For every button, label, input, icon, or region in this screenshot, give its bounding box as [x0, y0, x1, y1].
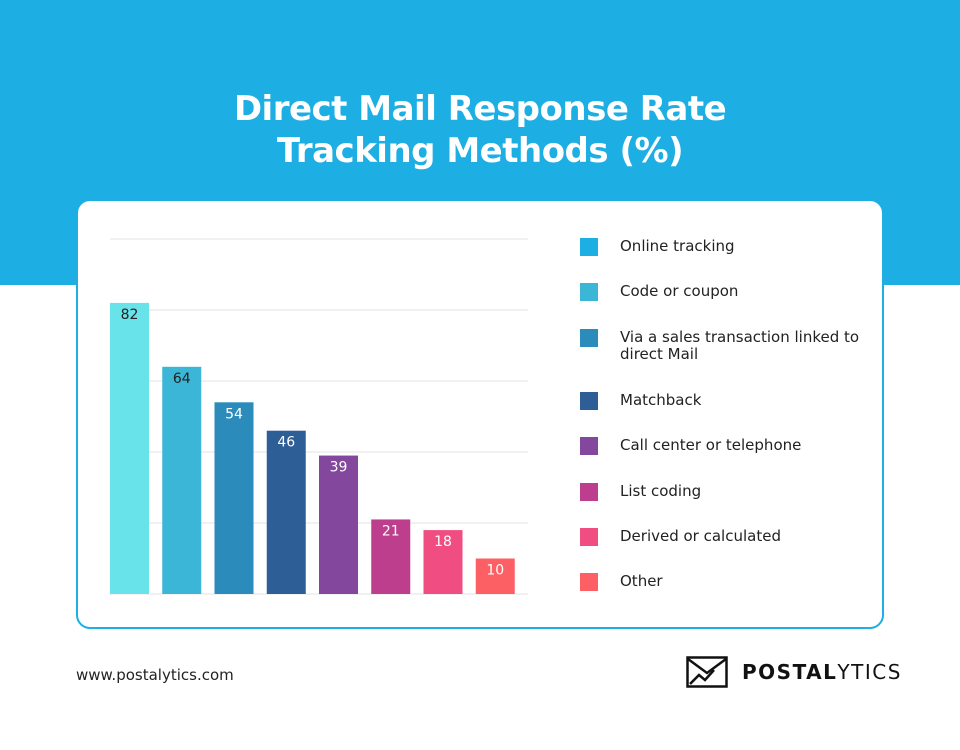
envelope-chart-icon — [686, 656, 728, 688]
bar-3[interactable] — [214, 402, 254, 594]
chart-legend: Online tracking Code or coupon Via a sales… — [580, 201, 880, 627]
bar-value-label-1: 82 — [121, 307, 139, 323]
bar-2[interactable] — [162, 366, 202, 594]
postalytics-logo: POSTALYTICS — [686, 656, 902, 688]
bar-4[interactable] — [266, 430, 306, 594]
legend-label-3: Via a sales transaction linked to direct… — [620, 328, 860, 363]
legend-label-4: Matchback — [620, 391, 702, 409]
legend-item-5: Call center or telephone — [580, 437, 880, 455]
legend-label-8: Other — [620, 572, 663, 590]
legend-swatch-8 — [580, 573, 598, 591]
legend-label-2: Code or coupon — [620, 282, 739, 300]
legend-item-6: List coding — [580, 483, 880, 501]
legend-label-5: Call center or telephone — [620, 436, 802, 454]
chart-title-line-1: Direct Mail Response Rate — [233, 89, 727, 129]
legend-item-4: Matchback — [580, 392, 880, 410]
bar-7[interactable] — [423, 530, 463, 594]
bar-1[interactable] — [110, 302, 149, 594]
bar-8[interactable] — [475, 558, 515, 595]
legend-label-6: List coding — [620, 482, 702, 500]
legend-item-7: Derived or calculated — [580, 528, 880, 546]
logo-text-thin: YTICS — [837, 660, 902, 684]
bar-value-label-3: 54 — [225, 406, 243, 422]
chart-card: 82 64 54 46 39 21 18 10 Online tracking Code or … — [76, 199, 884, 629]
legend-item-2: Code or coupon — [580, 283, 880, 301]
chart-title: Direct Mail Response Rate Tracking Metho… — [0, 88, 960, 172]
legend-label-7: Derived or calculated — [620, 527, 781, 545]
legend-item-8: Other — [580, 573, 880, 591]
bar-value-label-6: 21 — [382, 523, 400, 539]
legend-swatch-5 — [580, 437, 598, 455]
legend-swatch-1 — [580, 238, 598, 256]
legend-item-1: Online tracking — [580, 238, 880, 256]
footer-url[interactable]: www.postalytics.com — [76, 666, 234, 684]
legend-swatch-3 — [580, 329, 598, 347]
legend-swatch-2 — [580, 283, 598, 301]
bar-chart: 82 64 54 46 39 21 18 10 — [110, 238, 528, 595]
legend-swatch-6 — [580, 483, 598, 501]
bar-5[interactable] — [319, 455, 358, 594]
bar-value-label-5: 39 — [330, 460, 348, 476]
legend-swatch-4 — [580, 392, 598, 410]
bar-value-label-8: 10 — [486, 563, 504, 579]
chart-title-line-2: Tracking Methods (%) — [276, 131, 684, 171]
bar-value-label-7: 18 — [434, 534, 452, 550]
bar-value-label-4: 46 — [277, 435, 295, 451]
legend-swatch-7 — [580, 528, 598, 546]
bar-6[interactable] — [371, 519, 411, 594]
legend-label-1: Online tracking — [620, 237, 735, 255]
logo-text-bold: POSTAL — [742, 660, 838, 684]
bar-value-label-2: 64 — [173, 371, 191, 387]
legend-item-3: Via a sales transaction linked to direct… — [580, 329, 880, 363]
